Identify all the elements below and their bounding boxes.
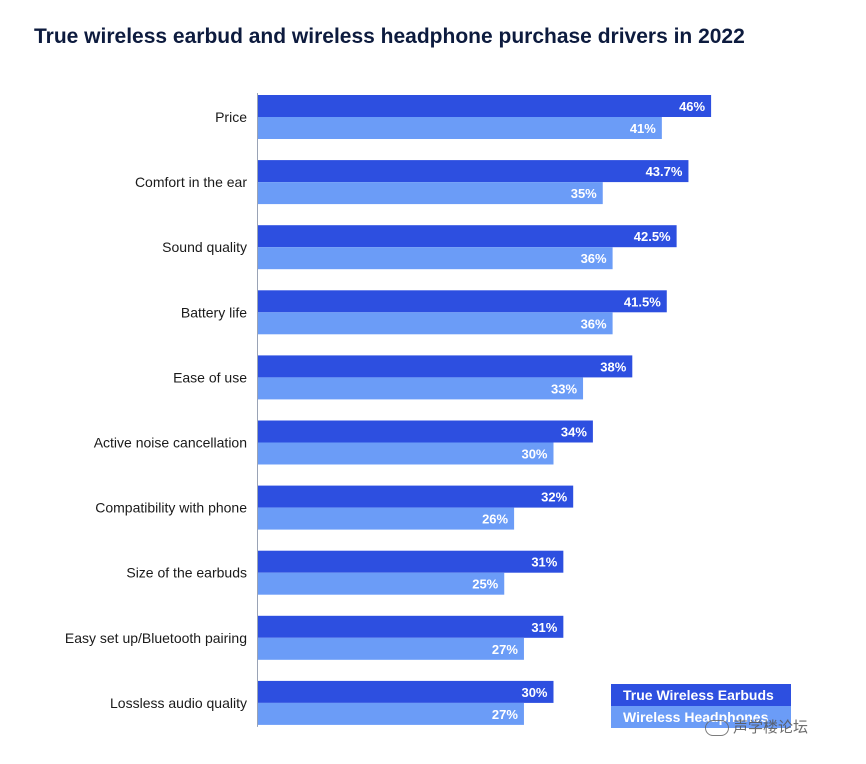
bar-earbuds-compatibility bbox=[258, 485, 574, 508]
bar-headphones-battery-life bbox=[258, 312, 613, 335]
legend: True Wireless Earbuds Wireless Headphone… bbox=[611, 684, 791, 728]
category-label-lossless-audio: Lossless audio quality bbox=[110, 695, 247, 711]
value-label-earbuds-ease-of-use: 38% bbox=[600, 359, 626, 374]
value-label-headphones-lossless-audio: 27% bbox=[492, 707, 518, 722]
value-label-earbuds-lossless-audio: 30% bbox=[521, 685, 547, 700]
watermark-text: 声学楼论坛 bbox=[733, 719, 809, 736]
bar-earbuds-lossless-audio bbox=[258, 680, 554, 703]
bar-earbuds-ease-of-use bbox=[258, 355, 633, 378]
category-label-battery-life: Battery life bbox=[181, 304, 247, 320]
value-label-headphones-setup-pairing: 27% bbox=[492, 642, 518, 657]
value-label-headphones-battery-life: 36% bbox=[581, 316, 607, 331]
category-label-sound-quality: Sound quality bbox=[162, 239, 247, 255]
value-label-earbuds-price: 46% bbox=[679, 99, 705, 114]
value-label-earbuds-sound-quality: 42.5% bbox=[634, 229, 671, 244]
bar-headphones-price bbox=[258, 117, 662, 139]
value-label-headphones-sound-quality: 36% bbox=[581, 251, 607, 266]
value-label-earbuds-anc: 34% bbox=[561, 425, 587, 440]
value-label-headphones-anc: 30% bbox=[521, 447, 547, 462]
chart-title: True wireless earbud and wireless headph… bbox=[34, 25, 745, 48]
category-label-anc: Active noise cancellation bbox=[94, 435, 247, 451]
legend-item-headphones: Wireless Headphones bbox=[611, 706, 791, 728]
bar-earbuds-battery-life bbox=[258, 290, 667, 313]
value-label-headphones-compatibility: 26% bbox=[482, 512, 508, 527]
bar-headphones-ease-of-use bbox=[258, 377, 584, 400]
bar-headphones-comfort bbox=[258, 182, 603, 205]
value-label-headphones-comfort: 35% bbox=[571, 186, 597, 201]
value-label-earbuds-size: 31% bbox=[531, 555, 557, 570]
value-label-headphones-price: 41% bbox=[630, 121, 656, 136]
bar-headphones-lossless-audio bbox=[258, 702, 524, 725]
bar-headphones-setup-pairing bbox=[258, 637, 524, 660]
value-label-headphones-ease-of-use: 33% bbox=[551, 381, 577, 396]
category-label-comfort: Comfort in the ear bbox=[135, 174, 247, 190]
category-label-ease-of-use: Ease of use bbox=[173, 369, 247, 385]
bar-headphones-size bbox=[258, 572, 505, 595]
category-label-compatibility: Compatibility with phone bbox=[95, 500, 247, 516]
bar-headphones-sound-quality bbox=[258, 247, 613, 270]
value-label-earbuds-comfort: 43.7% bbox=[646, 164, 683, 179]
bar-earbuds-anc bbox=[258, 420, 593, 443]
value-label-earbuds-battery-life: 41.5% bbox=[624, 294, 661, 309]
bar-earbuds-size bbox=[258, 550, 564, 573]
legend-item-earbuds: True Wireless Earbuds bbox=[611, 684, 791, 706]
bar-earbuds-setup-pairing bbox=[258, 615, 564, 638]
category-label-price: Price bbox=[215, 109, 247, 125]
bar-headphones-anc bbox=[258, 442, 554, 465]
bar-headphones-compatibility bbox=[258, 507, 515, 530]
category-label-size: Size of the earbuds bbox=[126, 565, 247, 581]
watermark: 声学楼论坛 bbox=[705, 716, 808, 737]
value-label-earbuds-setup-pairing: 31% bbox=[531, 620, 557, 635]
value-label-headphones-size: 25% bbox=[472, 577, 498, 592]
bar-earbuds-price bbox=[258, 95, 712, 117]
bar-earbuds-comfort bbox=[258, 160, 689, 183]
value-label-earbuds-compatibility: 32% bbox=[541, 490, 567, 505]
wechat-icon bbox=[705, 720, 729, 737]
category-label-setup-pairing: Easy set up/Bluetooth pairing bbox=[65, 630, 247, 646]
bar-earbuds-sound-quality bbox=[258, 225, 677, 248]
